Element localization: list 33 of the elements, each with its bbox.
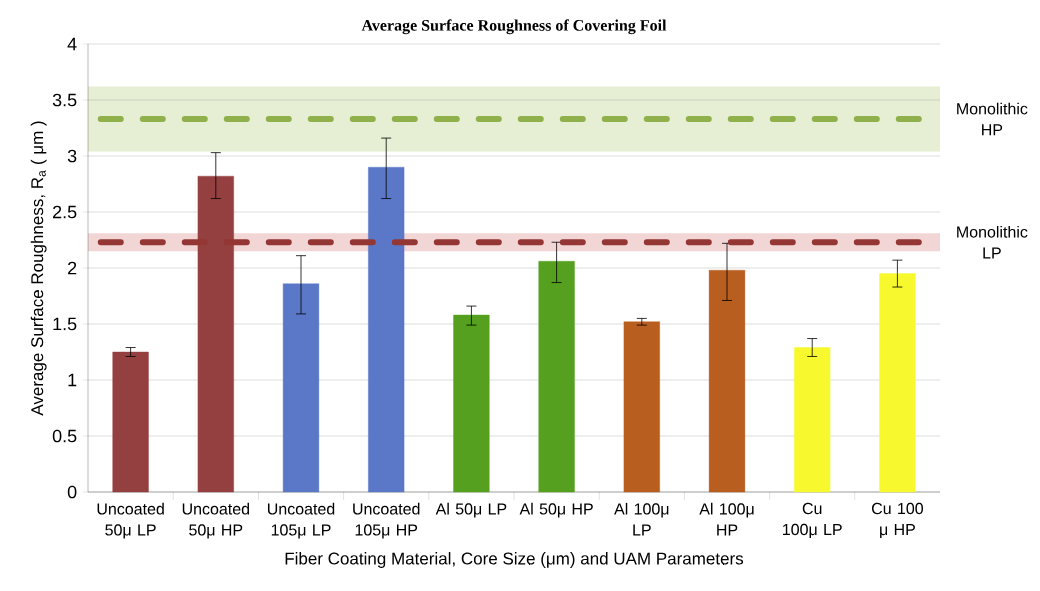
x-tick-label: Uncoated 105μ HP	[353, 502, 420, 539]
x-tick-label: Al 50μ LP	[435, 502, 507, 518]
x-tick-label: Cu 100μ LP	[783, 502, 842, 539]
bar	[282, 283, 320, 493]
y-tick-label: 1.5	[53, 317, 77, 331]
bar	[538, 261, 575, 493]
y-tick-label: 4	[67, 37, 77, 51]
bar	[879, 273, 916, 493]
x-tick-label: Al 100μ HP	[699, 502, 754, 536]
y-tick-label: 2.5	[53, 205, 77, 219]
x-tick-label: Cu 100 μ HP	[871, 502, 924, 539]
y-axis-title: Average Surface Roughness, R$_{a}$ ( μm )	[30, 121, 47, 416]
bar	[453, 314, 490, 493]
bar	[368, 167, 405, 493]
bar	[794, 347, 831, 493]
x-tick-label: Uncoated 50μ HP	[182, 502, 250, 539]
y-tick-label: 1	[68, 373, 77, 387]
x-tick-label: Uncoated 50μ LP	[97, 502, 164, 539]
x-tick-label: Al 100μ LP	[614, 502, 669, 536]
y-tick-label: 2	[68, 261, 77, 275]
bar	[708, 270, 746, 493]
bar	[623, 321, 660, 493]
bar	[112, 351, 149, 493]
x-tick-label: Uncoated 105μ LP	[267, 502, 335, 539]
chart-title: Average Surface Roughness of Covering Foil	[361, 19, 667, 35]
y-tick-label: 0	[67, 485, 77, 499]
ref-line-label: Monolithic LP	[957, 225, 1028, 259]
ref-line-label: Monolithic HP	[957, 102, 1028, 136]
y-tick-label: 3	[67, 149, 77, 163]
x-axis-title: Fiber Coating Material, Core Size (μm) and UAM Parameters	[285, 552, 744, 568]
y-tick-label: 3.5	[52, 93, 77, 107]
y-tick-label: 0.5	[52, 429, 77, 443]
x-tick-label: Al 50μ HP	[519, 502, 593, 518]
